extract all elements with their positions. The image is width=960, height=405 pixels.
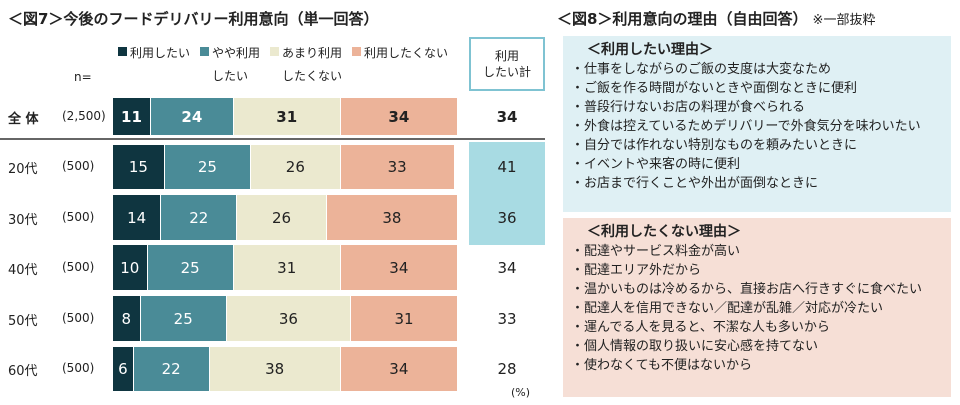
legend-item: 利用したくない: [352, 44, 448, 84]
bar-segment: 36: [226, 296, 352, 341]
sum-highlight: [469, 142, 545, 194]
row-n: (500): [62, 310, 95, 325]
reason-item: ・運んでる人を見ると、不潔な人も多いから: [571, 320, 830, 335]
sum-value: 33: [497, 309, 517, 328]
legend-swatch: [270, 47, 280, 56]
bar-segment: 34: [340, 347, 458, 391]
legend-label: あまり利用: [282, 46, 343, 60]
bar-segment: 33: [340, 145, 455, 189]
legend-label: 利用したい: [130, 46, 191, 60]
fig8-title: ＜図8＞利用意向の理由（自由回答）: [557, 10, 808, 28]
reason-item: ・仕事をしながらのご飯の支度は大変なため: [571, 62, 832, 77]
legend-item: あまり利用したくない: [270, 44, 342, 84]
fig8-note: ※一部抜粋: [812, 13, 876, 28]
bar-segment: 34: [340, 245, 458, 290]
row-n: (500): [62, 259, 95, 274]
legend-label: 利用したくない: [364, 46, 449, 60]
row-n: (500): [62, 209, 95, 224]
bar-segment: 25: [164, 145, 251, 189]
reason-item: ・お店まで行くことや外出が面倒なときに: [571, 176, 819, 191]
reason-item: ・使わなくても不便はないから: [571, 358, 752, 373]
row-n: (500): [62, 361, 95, 375]
not-want-reasons-panel: ＜利用したくない理由＞ ・配達やサービス料金が高い ・配達エリア外だから・温かいも…: [563, 218, 951, 397]
fig7-title: ＜図7＞今後のフードデリバリー利用意向（単一回答）: [8, 10, 379, 28]
bar-segment: 25: [140, 296, 227, 341]
legend-sublabel: したい: [212, 69, 249, 83]
n-label: n=: [74, 70, 92, 84]
bar-segment: 6: [113, 347, 134, 391]
sum-header-line2: したい計: [482, 65, 531, 79]
reason-item: ・外食は控えているためデリバリーで外食気分を味わいたい: [571, 119, 921, 134]
bar-segment: 34: [340, 98, 458, 135]
bar-segment: 31: [233, 98, 341, 135]
sum-header-box: 利用 したい計: [469, 37, 545, 91]
bar-segment: 25: [147, 245, 234, 290]
bar-segment: 31: [351, 296, 458, 341]
sum-header-line1: 利用: [494, 49, 519, 63]
reason-item: ・ご飯を作る時間がないときや面倒なときに便利: [571, 81, 858, 96]
divider-line: [0, 138, 545, 140]
bar-segment: 22: [133, 347, 210, 391]
bar-segment: 8: [113, 296, 141, 341]
reason-item: ・自分では作れない特別なものを頼みたいときに: [571, 138, 858, 153]
legend-label: やや利用: [212, 46, 261, 60]
reason-item: ・温かいものは冷めるから、直接お店へ行きすぐに食べたい: [571, 282, 923, 297]
reason-item: ・イベントや来客の時に便利: [571, 157, 741, 172]
row-label: 40代: [8, 262, 38, 278]
reason-item: ・配達やサービス料金が高い: [571, 244, 741, 259]
sum-value: 41: [497, 158, 517, 176]
reason-item: ・個人情報の取り扱いに安心感を持てない: [571, 339, 819, 354]
reason-item: ・配達人を信用できない／配達が乱雑／対応が冷たい: [571, 301, 884, 316]
reason-item: ・配達エリア外だから: [571, 263, 702, 278]
sum-value: 28: [497, 360, 517, 378]
legend-item: 利用したい: [118, 44, 190, 84]
sum-value: 34: [496, 107, 518, 126]
row-n: (500): [62, 159, 95, 173]
unit-label: (%): [511, 386, 531, 399]
row-label: 50代: [8, 313, 38, 329]
sum-value: 36: [497, 208, 517, 227]
bar-segment: 11: [113, 98, 151, 135]
row-label: 20代: [8, 162, 38, 177]
sum-value: 34: [497, 258, 517, 277]
bar-segment: 26: [251, 145, 341, 189]
bar-segment: 26: [237, 195, 327, 240]
row-n: (2,500): [62, 108, 106, 123]
chart-legend: 利用したい やや利用 したい あまり利用 したくない 利用したくない: [118, 44, 448, 84]
sum-highlight: [469, 192, 545, 245]
row-label: 30代: [8, 212, 38, 228]
reason-item: ・普段行けないお店の料理が食べられる: [571, 100, 806, 115]
bar-segment: 24: [150, 98, 234, 135]
row-label: 60代: [8, 364, 38, 379]
bar-segment: 15: [113, 145, 165, 189]
fig8-header: ＜図8＞利用意向の理由（自由回答） ※一部抜粋: [557, 8, 875, 29]
legend-swatch: [200, 47, 210, 56]
legend-sublabel: したくない: [282, 69, 343, 83]
bar-segment: 22: [161, 195, 238, 240]
row-label: 全 体: [8, 111, 39, 127]
not-want-heading: ＜利用したくない理由＞: [587, 224, 741, 240]
legend-item: やや利用 したい: [200, 44, 260, 84]
want-heading: ＜利用したい理由＞: [587, 42, 713, 58]
legend-swatch: [118, 47, 127, 56]
legend-swatch: [352, 47, 362, 56]
bar-segment: 38: [209, 347, 341, 391]
bar-segment: 31: [233, 245, 341, 290]
bar-segment: 14: [113, 195, 162, 240]
bar-segment: 10: [113, 245, 148, 290]
want-reasons-panel: ＜利用したい理由＞ ・仕事をしながらのご飯の支度は大変なため・ご飯を作る時間がな…: [563, 36, 951, 212]
bar-segment: 38: [326, 195, 458, 240]
